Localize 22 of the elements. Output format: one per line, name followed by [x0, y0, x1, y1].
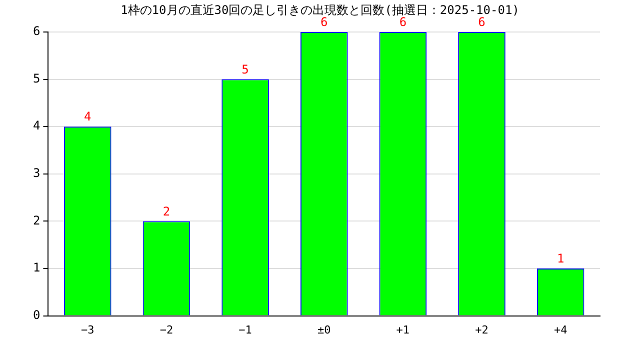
data-label: 2 — [162, 204, 170, 218]
x-tick-label: +2 — [475, 323, 488, 336]
y-tick-label: 0 — [32, 308, 40, 322]
x-tick-label: −3 — [81, 323, 94, 336]
y-tick-label: 1 — [32, 260, 40, 275]
data-label: 6 — [399, 15, 407, 30]
data-label: 1 — [556, 252, 564, 266]
x-tick-label: ±0 — [317, 323, 331, 336]
y-tick-label: 3 — [32, 166, 40, 180]
x-tick-label: +1 — [396, 323, 410, 336]
chart-title: 1枠の10月の直近30回の足し引きの出現数と回数(抽選日：2025-10-01) — [120, 2, 520, 17]
data-label: 6 — [320, 15, 328, 30]
x-tick-label: +4 — [554, 323, 568, 336]
x-tick-label: −1 — [238, 323, 252, 336]
y-tick-label: 4 — [32, 118, 40, 133]
data-label: 6 — [478, 15, 486, 30]
x-tick-label: −2 — [160, 323, 174, 336]
y-tick-label: 6 — [32, 24, 40, 38]
y-tick-label: 2 — [32, 213, 40, 228]
data-label: 5 — [242, 62, 249, 76]
data-label: 4 — [84, 110, 92, 124]
y-tick-label: 5 — [32, 71, 40, 86]
